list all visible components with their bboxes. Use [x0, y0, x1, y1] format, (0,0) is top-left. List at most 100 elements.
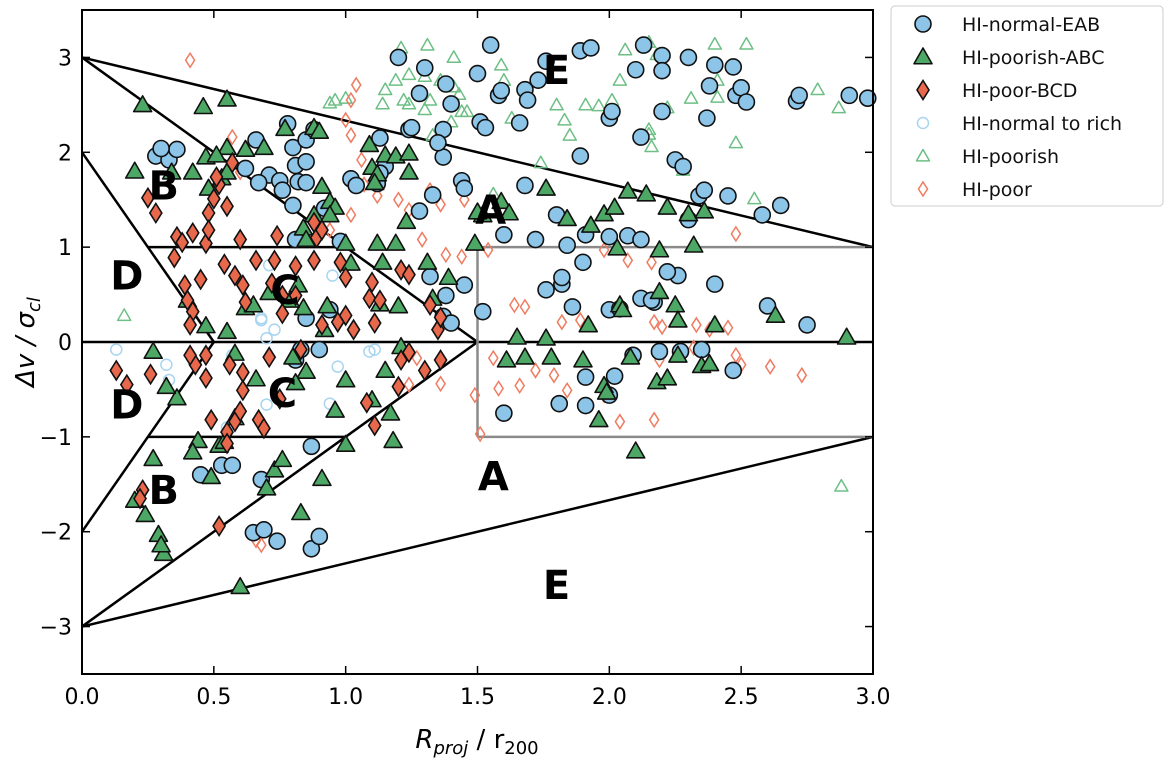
data-point [578, 97, 593, 111]
data-point [302, 437, 321, 456]
legend-marker-triangle-icon [913, 47, 933, 65]
data-point [576, 396, 595, 415]
x-tick-label: 1.0 [328, 685, 363, 710]
data-point [375, 360, 396, 379]
data-point [335, 233, 356, 251]
region-label-c: C [270, 268, 299, 314]
data-point [327, 92, 343, 106]
data-point [612, 72, 628, 86]
data-point [632, 230, 650, 249]
data-point [268, 532, 286, 551]
data-point [420, 37, 435, 51]
data-point [649, 281, 670, 300]
data-point [183, 344, 198, 367]
data-point [465, 233, 485, 251]
data-point [591, 98, 607, 112]
data-point [314, 219, 329, 242]
data-point [309, 121, 330, 139]
data-point [541, 347, 562, 365]
data-point [302, 539, 321, 558]
data-point [507, 327, 527, 345]
legend-marker-diamond-icon [917, 180, 929, 198]
boundary-line [81, 340, 479, 628]
data-point [571, 147, 590, 165]
data-point [410, 84, 429, 103]
data-point [416, 231, 428, 248]
data-point [557, 112, 572, 126]
data-point [347, 176, 366, 195]
data-point [423, 186, 442, 204]
data-point [326, 269, 339, 282]
data-point [225, 151, 240, 174]
data-points [109, 35, 877, 595]
data-point [198, 344, 213, 367]
data-point [167, 388, 187, 406]
data-point [753, 206, 772, 224]
data-point [201, 466, 221, 485]
data-point [201, 219, 216, 242]
axis-ticks: 0.0 0.5 1.0 1.5 2.0 2.5 3.0 −3 −2 −1 0 1 2 3 [40, 10, 891, 710]
data-point [700, 77, 719, 95]
data-point [649, 240, 670, 258]
x-tick-label: 0.5 [196, 685, 231, 710]
data-point [707, 36, 723, 50]
data-point [167, 246, 182, 269]
data-point [110, 343, 123, 356]
data-point [272, 387, 287, 410]
data-point [836, 327, 857, 345]
data-point [665, 295, 686, 313]
data-point [152, 139, 170, 158]
y-tick-label: −2 [40, 521, 72, 546]
data-point [193, 268, 208, 291]
data-point [437, 75, 455, 93]
data-point [556, 313, 568, 331]
legend-item: HI-poorish [915, 146, 1059, 168]
series-hi-poor-bcd [109, 151, 448, 538]
data-point [264, 460, 285, 478]
data-point [175, 231, 190, 254]
data-point [177, 274, 192, 297]
data-point [161, 162, 182, 180]
data-point [133, 487, 147, 510]
data-point [198, 367, 213, 390]
data-point [438, 267, 459, 286]
data-point [217, 89, 237, 107]
data-point [657, 368, 678, 386]
data-point [536, 328, 556, 346]
data-point [222, 353, 237, 376]
region-label-e: E [543, 48, 570, 94]
data-point [368, 343, 381, 356]
data-point [385, 233, 406, 251]
data-point [365, 271, 379, 294]
data-point [220, 432, 234, 455]
data-point [632, 128, 650, 146]
data-point [116, 308, 132, 322]
data-point [389, 48, 408, 67]
data-point [417, 252, 438, 270]
data-point [574, 311, 586, 329]
data-point [391, 375, 406, 398]
data-point [262, 346, 277, 369]
data-point [482, 241, 494, 259]
data-point [143, 341, 163, 360]
data-point [272, 449, 293, 468]
data-point [403, 376, 415, 394]
data-point [607, 238, 628, 256]
data-point [230, 576, 250, 595]
data-point [653, 102, 671, 121]
region-label-d: D [110, 254, 143, 300]
region-label-c: C [268, 371, 297, 417]
data-point [603, 102, 621, 121]
data-point [526, 230, 545, 249]
data-point [604, 197, 625, 215]
data-point [620, 347, 641, 365]
data-point [314, 313, 329, 336]
region-label-d: D [110, 383, 143, 429]
data-point [325, 400, 345, 418]
legend-marker-circle-icon [914, 15, 932, 33]
boundary-line [81, 435, 874, 628]
data-point [653, 46, 671, 65]
y-tick-label: −3 [40, 616, 72, 641]
data-point [193, 96, 214, 115]
data-point [625, 441, 646, 459]
